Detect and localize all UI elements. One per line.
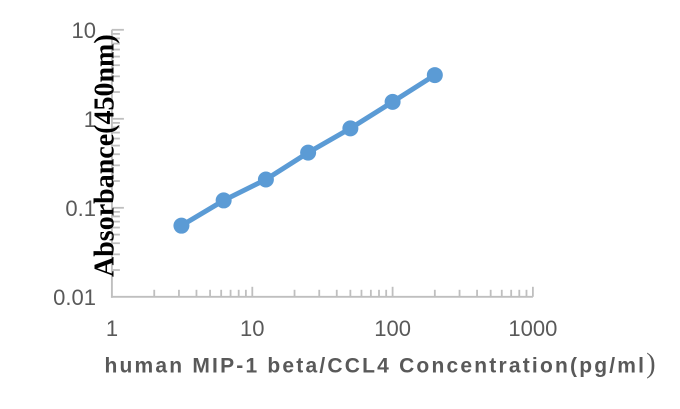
svg-text:0.01: 0.01	[53, 285, 96, 310]
svg-text:10: 10	[240, 316, 264, 341]
svg-text:1000: 1000	[508, 316, 557, 341]
svg-text:10: 10	[72, 18, 96, 43]
svg-text:100: 100	[374, 316, 411, 341]
svg-text:0.1: 0.1	[65, 196, 96, 221]
svg-text:1: 1	[84, 107, 96, 132]
svg-text:human MIP-1 beta/CCL4 Concentr: human MIP-1 beta/CCL4 Concentration(pg/m…	[104, 349, 655, 380]
svg-text:Absorbance(450nm): Absorbance(450nm)	[90, 34, 121, 277]
svg-text:1: 1	[106, 316, 118, 341]
